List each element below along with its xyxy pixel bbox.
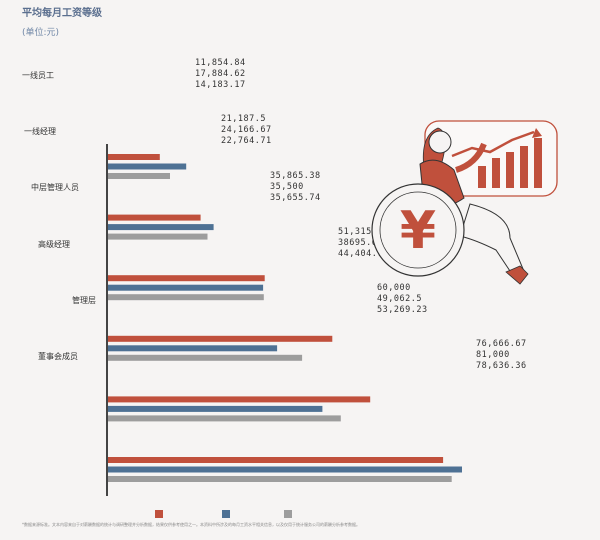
chart-title: 平均每月工资等级: [22, 8, 102, 19]
data-label: 14,183.17: [195, 80, 246, 90]
footnote: *数据来源标准。文本内容来自于对薪酬数据的统计与调研整理并分析数据，结果仅供参考…: [22, 522, 360, 527]
value-labels-group: 60,000 49,062.5 53,269.23: [377, 283, 428, 316]
category-label: 中层管理人员: [31, 183, 79, 192]
value-labels-group: 51,315.79 38695.65 44,404.76: [338, 227, 389, 260]
bar-5-series-1: [108, 396, 371, 403]
bar-3-series-1: [108, 275, 265, 282]
data-label: 81,000: [476, 350, 510, 360]
data-label: 44,404.76: [338, 249, 389, 259]
data-label: 38695.65: [338, 238, 383, 248]
data-label: 35,655.74: [270, 193, 321, 203]
bar-1-series-3: [108, 173, 170, 179]
unit-label: (单位:元): [22, 28, 60, 38]
data-label: 22,764.71: [221, 136, 272, 146]
legend-swatch-series-3: [284, 510, 292, 518]
legend-swatch-series-1: [155, 510, 163, 518]
data-label: 21,187.5: [221, 114, 266, 124]
bar-6-series-1: [108, 457, 444, 463]
category-label: 一线员工: [22, 71, 54, 80]
bar-2-series-3: [108, 233, 208, 240]
category-label: 一线经理: [24, 127, 56, 136]
bar-2-series-1: [108, 214, 201, 221]
category-label: 董事会成员: [38, 352, 78, 361]
data-label: 17,884.62: [195, 69, 246, 79]
data-label: 24,166.67: [221, 125, 272, 135]
bar-4-series-3: [108, 354, 303, 361]
svg-text:¥: ¥: [400, 201, 436, 261]
data-label: 35,865.38: [270, 171, 321, 181]
bar-5-series-2: [108, 405, 323, 412]
bar-1-series-1: [108, 154, 160, 160]
category-label: 高级经理: [38, 240, 70, 249]
bar-4-series-2: [108, 345, 278, 352]
value-labels-group: 21,187.5 24,166.67 22,764.71: [221, 114, 272, 147]
value-labels-group: 76,666.67 81,000 78,636.36: [476, 339, 527, 372]
data-label: 78,636.36: [476, 361, 527, 371]
bar-1-series-2: [108, 163, 187, 170]
yuan-coin-icon: ¥: [371, 120, 558, 285]
bar-6-series-2: [108, 466, 462, 473]
bar-2-series-2: [108, 224, 214, 231]
value-labels-group: 11,854.84 17,884.62 14,183.17: [195, 58, 246, 91]
data-label: 53,269.23: [377, 305, 428, 315]
data-label: 49,062.5: [377, 294, 422, 304]
category-label: 管理层: [72, 296, 96, 305]
legend-swatch-series-2: [222, 510, 230, 518]
value-labels-group: 35,865.38 35,500 35,655.74: [270, 171, 321, 204]
data-label: 76,666.67: [476, 339, 527, 349]
bar-4-series-1: [108, 335, 333, 342]
data-label: 11,854.84: [195, 58, 246, 68]
bar-6-series-3: [108, 476, 452, 482]
bar-5-series-3: [108, 415, 341, 422]
bar-3-series-3: [108, 294, 264, 301]
bars-group: [108, 154, 462, 482]
data-label: 35,500: [270, 182, 304, 192]
data-label: 51,315.79: [338, 227, 389, 237]
data-label: 60,000: [377, 283, 411, 293]
bar-3-series-2: [108, 284, 264, 291]
